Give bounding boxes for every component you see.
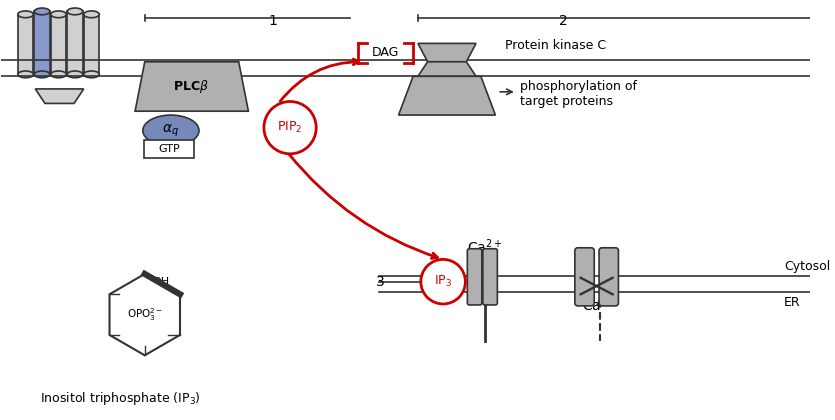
Polygon shape — [34, 11, 50, 74]
Ellipse shape — [18, 71, 33, 78]
Polygon shape — [109, 274, 180, 355]
Polygon shape — [84, 14, 99, 74]
Text: $\alpha_q$: $\alpha_q$ — [163, 122, 180, 139]
Polygon shape — [418, 62, 476, 76]
Polygon shape — [418, 43, 476, 62]
Text: GTP: GTP — [158, 144, 180, 154]
Text: Inositol triphosphate (IP$_3$): Inositol triphosphate (IP$_3$) — [40, 391, 201, 407]
Text: OPO$_3^{2-}$: OPO$_3^{2-}$ — [121, 284, 159, 304]
Ellipse shape — [68, 8, 83, 15]
Text: DAG: DAG — [372, 46, 398, 59]
Text: $^{-2}$O$_3$PO: $^{-2}$O$_3$PO — [124, 326, 166, 344]
FancyBboxPatch shape — [483, 249, 498, 305]
Text: Ca$^{2+}$: Ca$^{2+}$ — [467, 237, 503, 256]
Ellipse shape — [34, 71, 50, 78]
Polygon shape — [135, 62, 248, 111]
Text: OPO$_3^{2-}$: OPO$_3^{2-}$ — [121, 325, 159, 345]
FancyBboxPatch shape — [599, 248, 619, 306]
Text: OH: OH — [153, 277, 170, 287]
Polygon shape — [398, 76, 495, 115]
FancyBboxPatch shape — [144, 140, 195, 158]
Text: ER: ER — [784, 296, 801, 309]
Text: Cytosol: Cytosol — [784, 260, 830, 273]
Text: 1: 1 — [268, 14, 277, 28]
Ellipse shape — [34, 8, 50, 15]
FancyBboxPatch shape — [468, 249, 482, 305]
Polygon shape — [18, 14, 33, 74]
Polygon shape — [35, 89, 84, 103]
Circle shape — [264, 102, 316, 154]
Text: Protein kinase C: Protein kinase C — [505, 39, 606, 52]
Ellipse shape — [68, 71, 83, 78]
Text: phosphorylation of
target proteins: phosphorylation of target proteins — [519, 80, 636, 108]
Circle shape — [421, 260, 465, 304]
Ellipse shape — [51, 71, 66, 78]
Ellipse shape — [18, 11, 33, 18]
Ellipse shape — [143, 115, 199, 146]
Text: OH: OH — [136, 333, 154, 343]
Polygon shape — [68, 11, 83, 74]
FancyBboxPatch shape — [574, 248, 595, 306]
Text: Ca$^{2+}$: Ca$^{2+}$ — [582, 296, 618, 314]
Ellipse shape — [84, 11, 99, 18]
Text: PLC$\beta$: PLC$\beta$ — [174, 78, 210, 94]
Text: 2: 2 — [559, 14, 568, 28]
Text: IP$_3$: IP$_3$ — [434, 274, 453, 289]
Polygon shape — [51, 14, 66, 74]
Text: 3: 3 — [377, 275, 385, 289]
Ellipse shape — [84, 71, 99, 78]
Text: OH: OH — [155, 297, 172, 307]
Text: OPO$_3^{2-}$: OPO$_3^{2-}$ — [127, 306, 163, 323]
Text: PIP$_2$: PIP$_2$ — [277, 120, 303, 135]
Ellipse shape — [51, 11, 66, 18]
